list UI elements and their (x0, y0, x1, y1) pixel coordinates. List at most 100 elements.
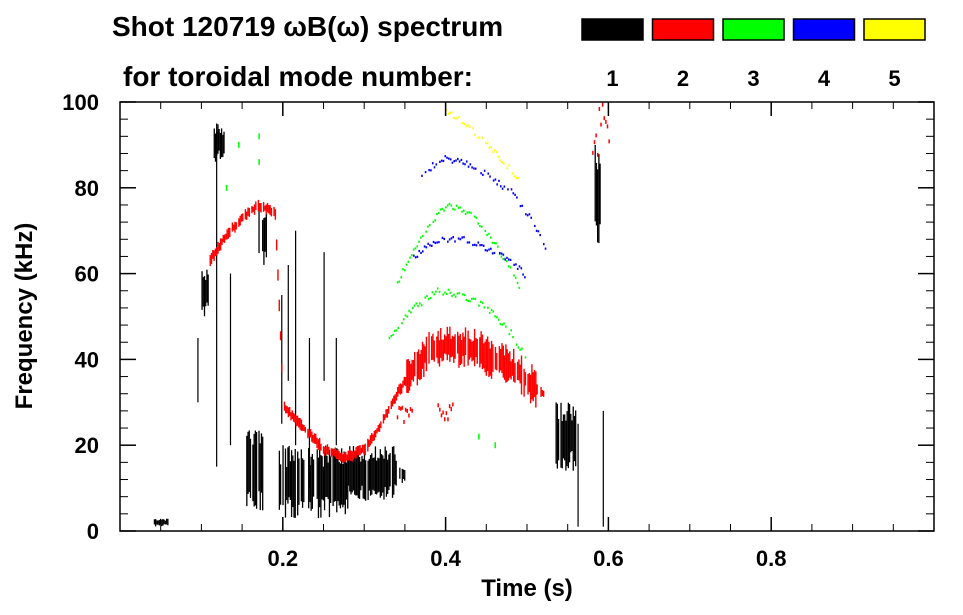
spectral-mark (258, 208, 260, 254)
mode-n2-fragment (437, 402, 454, 422)
spectral-mark (522, 273, 524, 276)
spectral-mark (345, 462, 348, 500)
spectral-mark (599, 163, 601, 225)
spectral-mark (594, 144, 596, 222)
spectral-mark (506, 167, 509, 170)
spectral-mark (458, 335, 460, 368)
spectral-mark (388, 336, 391, 340)
legend-label-1: 1 (606, 66, 618, 91)
mode-n3-dot (494, 442, 496, 449)
spectral-mark (477, 222, 479, 225)
spectral-mark (393, 395, 395, 404)
spectral-mark (509, 351, 511, 378)
spectral-mark (467, 124, 469, 127)
spectral-mark (439, 407, 441, 412)
spectral-mark (453, 160, 456, 163)
spectral-mark (542, 243, 545, 246)
spectral-mark (293, 460, 295, 518)
spectral-mark (288, 445, 290, 498)
spectral-mark (337, 449, 339, 459)
spectral-mark (455, 159, 457, 162)
spectral-mark (461, 121, 464, 124)
spectral-mark (417, 305, 419, 308)
spectral-mark (374, 446, 377, 494)
mode-n1-blob (347, 445, 397, 501)
spectral-mark (279, 331, 282, 341)
spectral-mark (456, 292, 459, 295)
spectral-mark (483, 169, 486, 172)
spectral-mark (347, 450, 349, 461)
spectral-mark (463, 123, 466, 126)
spectral-mark (268, 205, 270, 214)
spectral-mark (298, 458, 300, 505)
spectral-mark (264, 217, 266, 252)
spectral-mark (493, 251, 496, 255)
spectral-mark (556, 403, 559, 469)
spectral-mark (488, 232, 490, 235)
spectral-mark (265, 204, 267, 215)
spectral-mark (499, 349, 502, 371)
spectral-mark (354, 450, 356, 458)
spectral-mark (252, 207, 254, 212)
spectral-mark (389, 453, 391, 487)
y-tick-label: 80 (75, 176, 99, 201)
spectral-mark (453, 293, 455, 296)
spectral-mark (462, 293, 464, 296)
spectral-mark (318, 437, 321, 451)
spectral-mark (451, 161, 454, 164)
spectral-mark (417, 349, 420, 380)
spectral-mark (295, 415, 297, 427)
spectral-mark (379, 449, 381, 498)
spectral-mark (311, 453, 313, 509)
spectral-mark (420, 236, 422, 239)
spectral-mark (218, 243, 221, 251)
spectral-mark (445, 292, 448, 296)
spectral-mark (469, 163, 472, 166)
plot-data (153, 102, 610, 527)
spectral-mark (445, 411, 448, 416)
x-tick-label: 0.8 (756, 546, 787, 571)
spectral-mark (217, 241, 219, 254)
spectral-mark (401, 468, 403, 483)
spectral-mark (395, 460, 397, 486)
spectral-mark (411, 359, 413, 380)
spectral-mark (502, 345, 504, 378)
spectral-mark (337, 458, 339, 502)
spectral-mark (378, 423, 381, 432)
spectral-mark (369, 454, 372, 496)
spectral-mark (409, 407, 412, 412)
spectral-mark (159, 518, 162, 525)
x-tick-label: 0.2 (268, 546, 299, 571)
spectral-mark (449, 291, 452, 294)
spectral-mark (255, 201, 257, 211)
spectral-mark (518, 286, 521, 289)
spectral-mark (472, 340, 475, 361)
spectral-mark (436, 241, 438, 244)
spectral-mark (560, 402, 562, 468)
spectral-mark (445, 336, 447, 355)
spectral-mark (359, 444, 361, 456)
spectral-mark (339, 463, 342, 509)
spectral-mark (457, 206, 460, 209)
spectral-mark (165, 518, 168, 525)
spectral-mark (292, 455, 294, 508)
spectral-mark (292, 412, 295, 422)
spectral-mark (452, 402, 454, 407)
spectral-mark (471, 341, 473, 362)
spectral-mark (201, 271, 203, 310)
spectral-mark (502, 253, 505, 256)
spectral-mark (255, 432, 258, 509)
spectral-mark (515, 343, 518, 346)
spectral-mark (438, 290, 441, 294)
spectral-mark (454, 334, 456, 359)
spectral-mark (297, 451, 299, 516)
spectral-mark (450, 338, 452, 358)
spectral-mark (467, 165, 470, 168)
spectral-mark (428, 298, 430, 301)
spectral-mark (433, 340, 435, 362)
spectral-mark (360, 461, 362, 491)
spectral-mark (502, 162, 505, 165)
spectral-mark (395, 391, 398, 401)
spectral-mark (502, 257, 505, 261)
spectral-mark (402, 469, 405, 479)
